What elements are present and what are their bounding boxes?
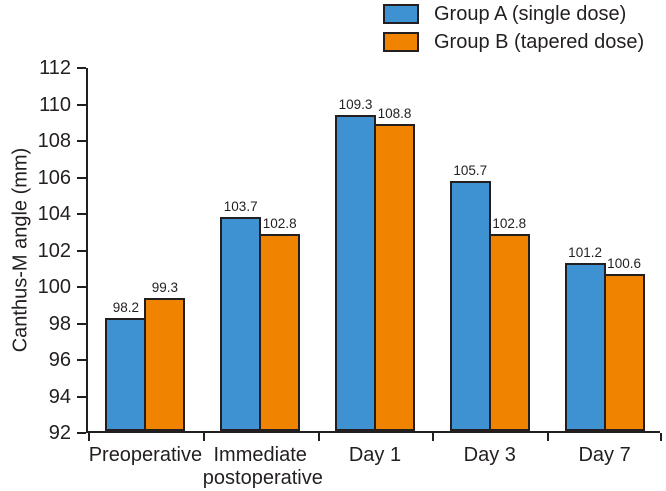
bar: 105.7 — [449, 163, 491, 431]
bar-value-label: 99.3 — [151, 279, 179, 295]
y-tick — [77, 140, 86, 142]
x-category-label: Preoperative — [88, 444, 203, 466]
x-category-label: Day 7 — [578, 444, 631, 466]
bar-value-label: 98.2 — [112, 299, 140, 315]
legend: Group A (single dose) Group B (tapered do… — [383, 2, 644, 54]
bar: 109.3 — [334, 97, 376, 431]
x-category-label: Day 3 — [463, 444, 516, 466]
legend-swatch — [383, 32, 419, 52]
y-tick — [77, 176, 86, 179]
legend-item: Group B (tapered dose) — [383, 30, 644, 54]
y-tick-label: 100 — [37, 276, 71, 298]
y-tick-label: 112 — [39, 57, 71, 79]
x-category-label: Day 1 — [348, 444, 402, 466]
y-tick — [77, 286, 86, 288]
bar: 102.8 — [488, 216, 530, 431]
x-tick — [432, 433, 435, 441]
y-tick-label: 98 — [48, 312, 71, 335]
y-tick-label: 102 — [37, 239, 71, 262]
y-tick — [77, 103, 86, 106]
bar-value-label: 102.8 — [492, 215, 527, 231]
bar: 102.8 — [259, 216, 301, 431]
y-tick-label: 92 — [48, 422, 71, 444]
x-tick — [202, 433, 205, 441]
bar-group: 103.7 102.8 — [203, 68, 318, 431]
x-category-label: Immediate postoperative — [202, 444, 323, 489]
bar-value-label: 109.3 — [338, 97, 373, 113]
bar-group: 105.7 102.8 — [432, 68, 547, 431]
legend-swatch — [383, 4, 419, 24]
y-tick — [77, 213, 86, 215]
bar: 108.8 — [373, 106, 415, 431]
plot-area: 92 94 96 98 100 102 104 106 108 110 112 98.2 99.3 Pre… — [38, 57, 662, 489]
y-tick-label: 110 — [39, 93, 71, 116]
y-tick-label: 96 — [48, 349, 71, 371]
bar-value-label: 102.8 — [262, 215, 297, 231]
y-tick-label: 108 — [37, 130, 71, 152]
y-tick — [77, 67, 86, 69]
x-tick — [660, 433, 662, 441]
bar: 100.6 — [603, 256, 645, 431]
x-tick — [317, 433, 320, 441]
legend-label: Group B (tapered dose) — [434, 31, 645, 53]
bar-group: 98.2 99.3 — [88, 68, 203, 431]
x-tick — [547, 433, 550, 441]
bar: 101.2 — [564, 245, 606, 431]
x-tick — [88, 433, 90, 441]
bar-value-label: 108.8 — [377, 106, 412, 122]
legend-label: Group A (single dose) — [434, 3, 627, 25]
y-tick — [77, 249, 86, 252]
y-tick — [77, 395, 86, 398]
y-tick-label: 104 — [37, 203, 71, 225]
y-tick-label: 94 — [48, 385, 71, 408]
y-tick — [77, 322, 86, 325]
bar-value-label: 100.6 — [607, 256, 641, 272]
bar: 99.3 — [144, 280, 186, 431]
bar: 98.2 — [105, 300, 147, 431]
bar: 103.7 — [220, 199, 262, 431]
y-tick-label: 106 — [37, 166, 71, 189]
bar-value-label: 105.7 — [453, 162, 488, 178]
bar-value-label: 103.7 — [223, 199, 258, 215]
bar-value-label: 101.2 — [568, 245, 602, 261]
y-tick — [77, 359, 86, 361]
legend-item: Group A (single dose) — [383, 2, 644, 26]
bar-group: 109.3 108.8 — [318, 68, 433, 431]
bar-group: 101.2 100.6 — [547, 68, 662, 431]
y-tick — [77, 432, 86, 434]
